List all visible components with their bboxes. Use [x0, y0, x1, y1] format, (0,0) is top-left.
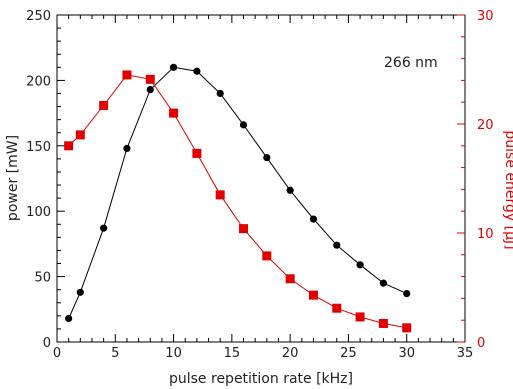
series-1-point	[76, 288, 84, 296]
series-2-point	[75, 130, 85, 140]
series-2-point	[169, 108, 179, 118]
series-1-point	[123, 144, 131, 153]
series-1-point	[403, 290, 411, 298]
y-axis-label: power [mW]	[5, 135, 21, 221]
series-1-line	[68, 66, 407, 319]
series-2-point	[64, 141, 74, 151]
bottom-axis-ticks: 0 5 10 15 20 25 30 35	[53, 15, 473, 361]
series-1-point	[169, 63, 178, 71]
y2-tick-label: 0	[477, 336, 485, 351]
y2-axis-label: pulse energy [µJ]	[502, 130, 513, 249]
series-1-point	[379, 279, 387, 287]
series-2-point	[99, 100, 109, 110]
right-axis-ticks: 0 10 20 30	[457, 9, 494, 351]
series-1-point	[146, 85, 154, 94]
series-2-point	[378, 318, 388, 328]
x-tick-label: 5	[111, 346, 119, 361]
series-2-point	[332, 303, 342, 313]
x-tick-label: 35	[457, 346, 474, 361]
series-2-point	[145, 74, 155, 84]
y-tick-label: 0	[43, 336, 51, 351]
y2-tick-label: 10	[477, 227, 494, 242]
series-2-point	[122, 70, 132, 80]
series-1-point	[333, 241, 341, 249]
series-2-point	[355, 312, 365, 322]
y-tick-label: 200	[26, 74, 51, 89]
x-tick-label: 0	[53, 346, 61, 361]
x-tick-label: 25	[340, 346, 357, 361]
wavelength-annotation: 266 nm	[384, 55, 438, 71]
series-1-point	[356, 261, 364, 269]
y-tick-label: 50	[34, 271, 51, 286]
series-2-point	[308, 290, 318, 300]
series-1-point	[65, 314, 73, 323]
series-2-point	[215, 190, 225, 200]
x-tick-label: 30	[398, 346, 415, 361]
x-tick-label: 10	[165, 346, 182, 361]
series-1-point	[286, 186, 294, 194]
plot-frame	[56, 14, 466, 343]
series-2-point	[285, 274, 295, 284]
series-1-point	[100, 224, 108, 232]
y2-tick-label: 30	[477, 9, 494, 24]
y-tick-label: 150	[26, 140, 51, 155]
y-tick-label: 100	[26, 205, 51, 220]
series-2-point	[262, 251, 272, 261]
x-tick-label: 20	[282, 346, 299, 361]
series-1-point	[309, 215, 318, 223]
series-1-point	[193, 67, 201, 75]
series-2-point	[402, 323, 412, 333]
series-2-point	[239, 224, 249, 234]
series-1-point	[263, 153, 271, 162]
series-1-point	[216, 89, 224, 98]
y2-tick-label: 20	[477, 118, 494, 133]
series-2-point	[192, 148, 202, 158]
y-tick-label: 250	[26, 9, 51, 24]
left-axis-ticks: 0 50 100 150 200 250	[26, 9, 65, 351]
x-axis-label: pulse repetition rate [kHz]	[169, 371, 353, 387]
series-layer	[64, 63, 412, 333]
x-tick-label: 15	[224, 346, 241, 361]
series-2-line	[68, 74, 407, 329]
series-1-point	[239, 121, 248, 129]
